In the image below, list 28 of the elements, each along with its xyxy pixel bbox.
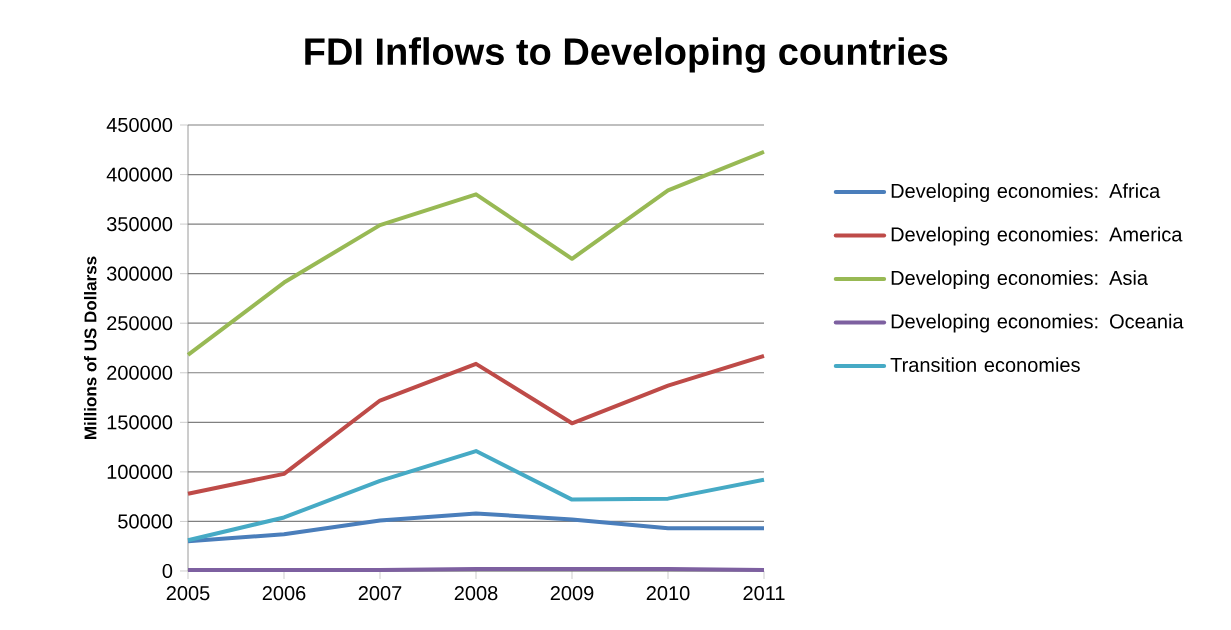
line-series <box>186 511 766 544</box>
line-series <box>186 353 766 496</box>
y-tick-label: 350000 <box>106 217 173 232</box>
x-tick-label: 2005 <box>166 586 210 601</box>
y-tick-label: 50000 <box>118 514 173 529</box>
y-tick-label: 300000 <box>106 266 173 281</box>
y-tick-label: 150000 <box>107 415 173 430</box>
line-series <box>186 449 766 543</box>
legend-label: Developing economies: America <box>891 226 1183 246</box>
legend-label: Developing economies: Oceania <box>891 313 1184 333</box>
y-tick-label: 450000 <box>106 117 173 133</box>
chart-title: FDI Inflows to Developing countries <box>305 37 948 73</box>
y-tick-label: 200000 <box>107 365 173 380</box>
y-tick-label: 250000 <box>107 316 173 331</box>
legend-label: Developing economies: Asia <box>891 270 1148 289</box>
x-tick-label: 2009 <box>550 586 594 601</box>
y-tick-label: 400000 <box>106 167 173 182</box>
x-tick-label: 2006 <box>262 586 306 601</box>
x-tick-label: 2007 <box>358 586 402 601</box>
legend-label: Developing economies: Africa <box>891 183 1161 202</box>
x-tick-label: 2010 <box>646 586 690 601</box>
y-tick-label: 100000 <box>107 464 173 479</box>
y-tick-label: 0 <box>162 563 173 579</box>
line-series <box>186 149 766 357</box>
legend-label: Transition economies <box>890 357 1080 372</box>
x-tick-label: 2011 <box>743 586 785 601</box>
y-axis-title: Millions of US Dollarss <box>83 256 97 439</box>
x-tick-label: 2008 <box>454 586 498 601</box>
